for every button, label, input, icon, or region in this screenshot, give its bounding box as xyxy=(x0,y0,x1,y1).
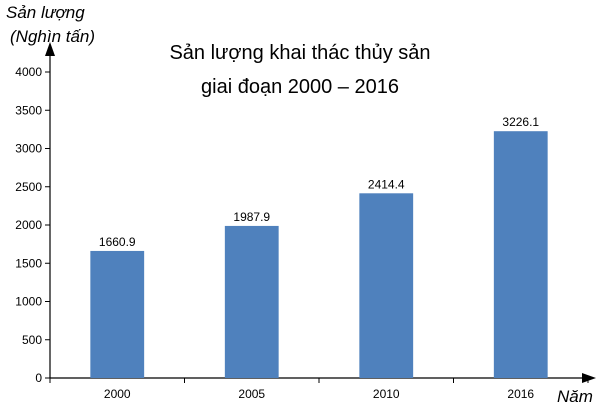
bar-2016 xyxy=(493,131,548,378)
chart-title-line-1: Sản lượng khai thác thủy sản xyxy=(169,42,430,64)
y-axis-label-line-2: (Nghìn tấn) xyxy=(10,27,95,46)
data-label-2005: 1987.9 xyxy=(233,210,270,224)
data-label-2000: 1660.9 xyxy=(99,235,136,249)
y-axis-label-line-1: Sản lượng xyxy=(6,3,85,22)
x-tick-label-2005: 2005 xyxy=(238,387,265,401)
chart-title-line-2: giai đoạn 2000 – 2016 xyxy=(201,76,399,98)
y-tick-label-1000: 1000 xyxy=(15,295,42,309)
data-labels: 1660.9 1987.9 2414.4 3226.1 xyxy=(99,115,540,249)
y-tick-label-500: 500 xyxy=(22,333,42,347)
y-ticks: 0 500 1000 1500 2000 2500 3000 3500 4000 xyxy=(15,65,50,385)
x-ticks: 2000 2005 2010 2016 xyxy=(49,378,589,401)
bar-2005 xyxy=(224,225,279,378)
bar-2000 xyxy=(90,250,145,378)
data-label-2016: 3226.1 xyxy=(502,115,539,129)
x-tick-label-2000: 2000 xyxy=(104,387,131,401)
y-axis-arrow xyxy=(45,42,55,56)
data-label-2010: 2414.4 xyxy=(368,177,405,191)
y-tick-label-0: 0 xyxy=(35,371,42,385)
y-tick-label-2500: 2500 xyxy=(15,180,42,194)
y-tick-label-1500: 1500 xyxy=(15,256,42,270)
x-tick-label-2016: 2016 xyxy=(507,387,534,401)
x-axis-label: Năm xyxy=(557,387,593,406)
y-tick-label-4000: 4000 xyxy=(15,65,42,79)
x-tick-label-2010: 2010 xyxy=(373,387,400,401)
bars xyxy=(90,131,548,378)
y-tick-label-3000: 3000 xyxy=(15,142,42,156)
y-tick-label-3500: 3500 xyxy=(15,103,42,117)
bar-2010 xyxy=(359,193,414,378)
y-tick-label-2000: 2000 xyxy=(15,218,42,232)
x-axis-arrow xyxy=(582,373,596,383)
